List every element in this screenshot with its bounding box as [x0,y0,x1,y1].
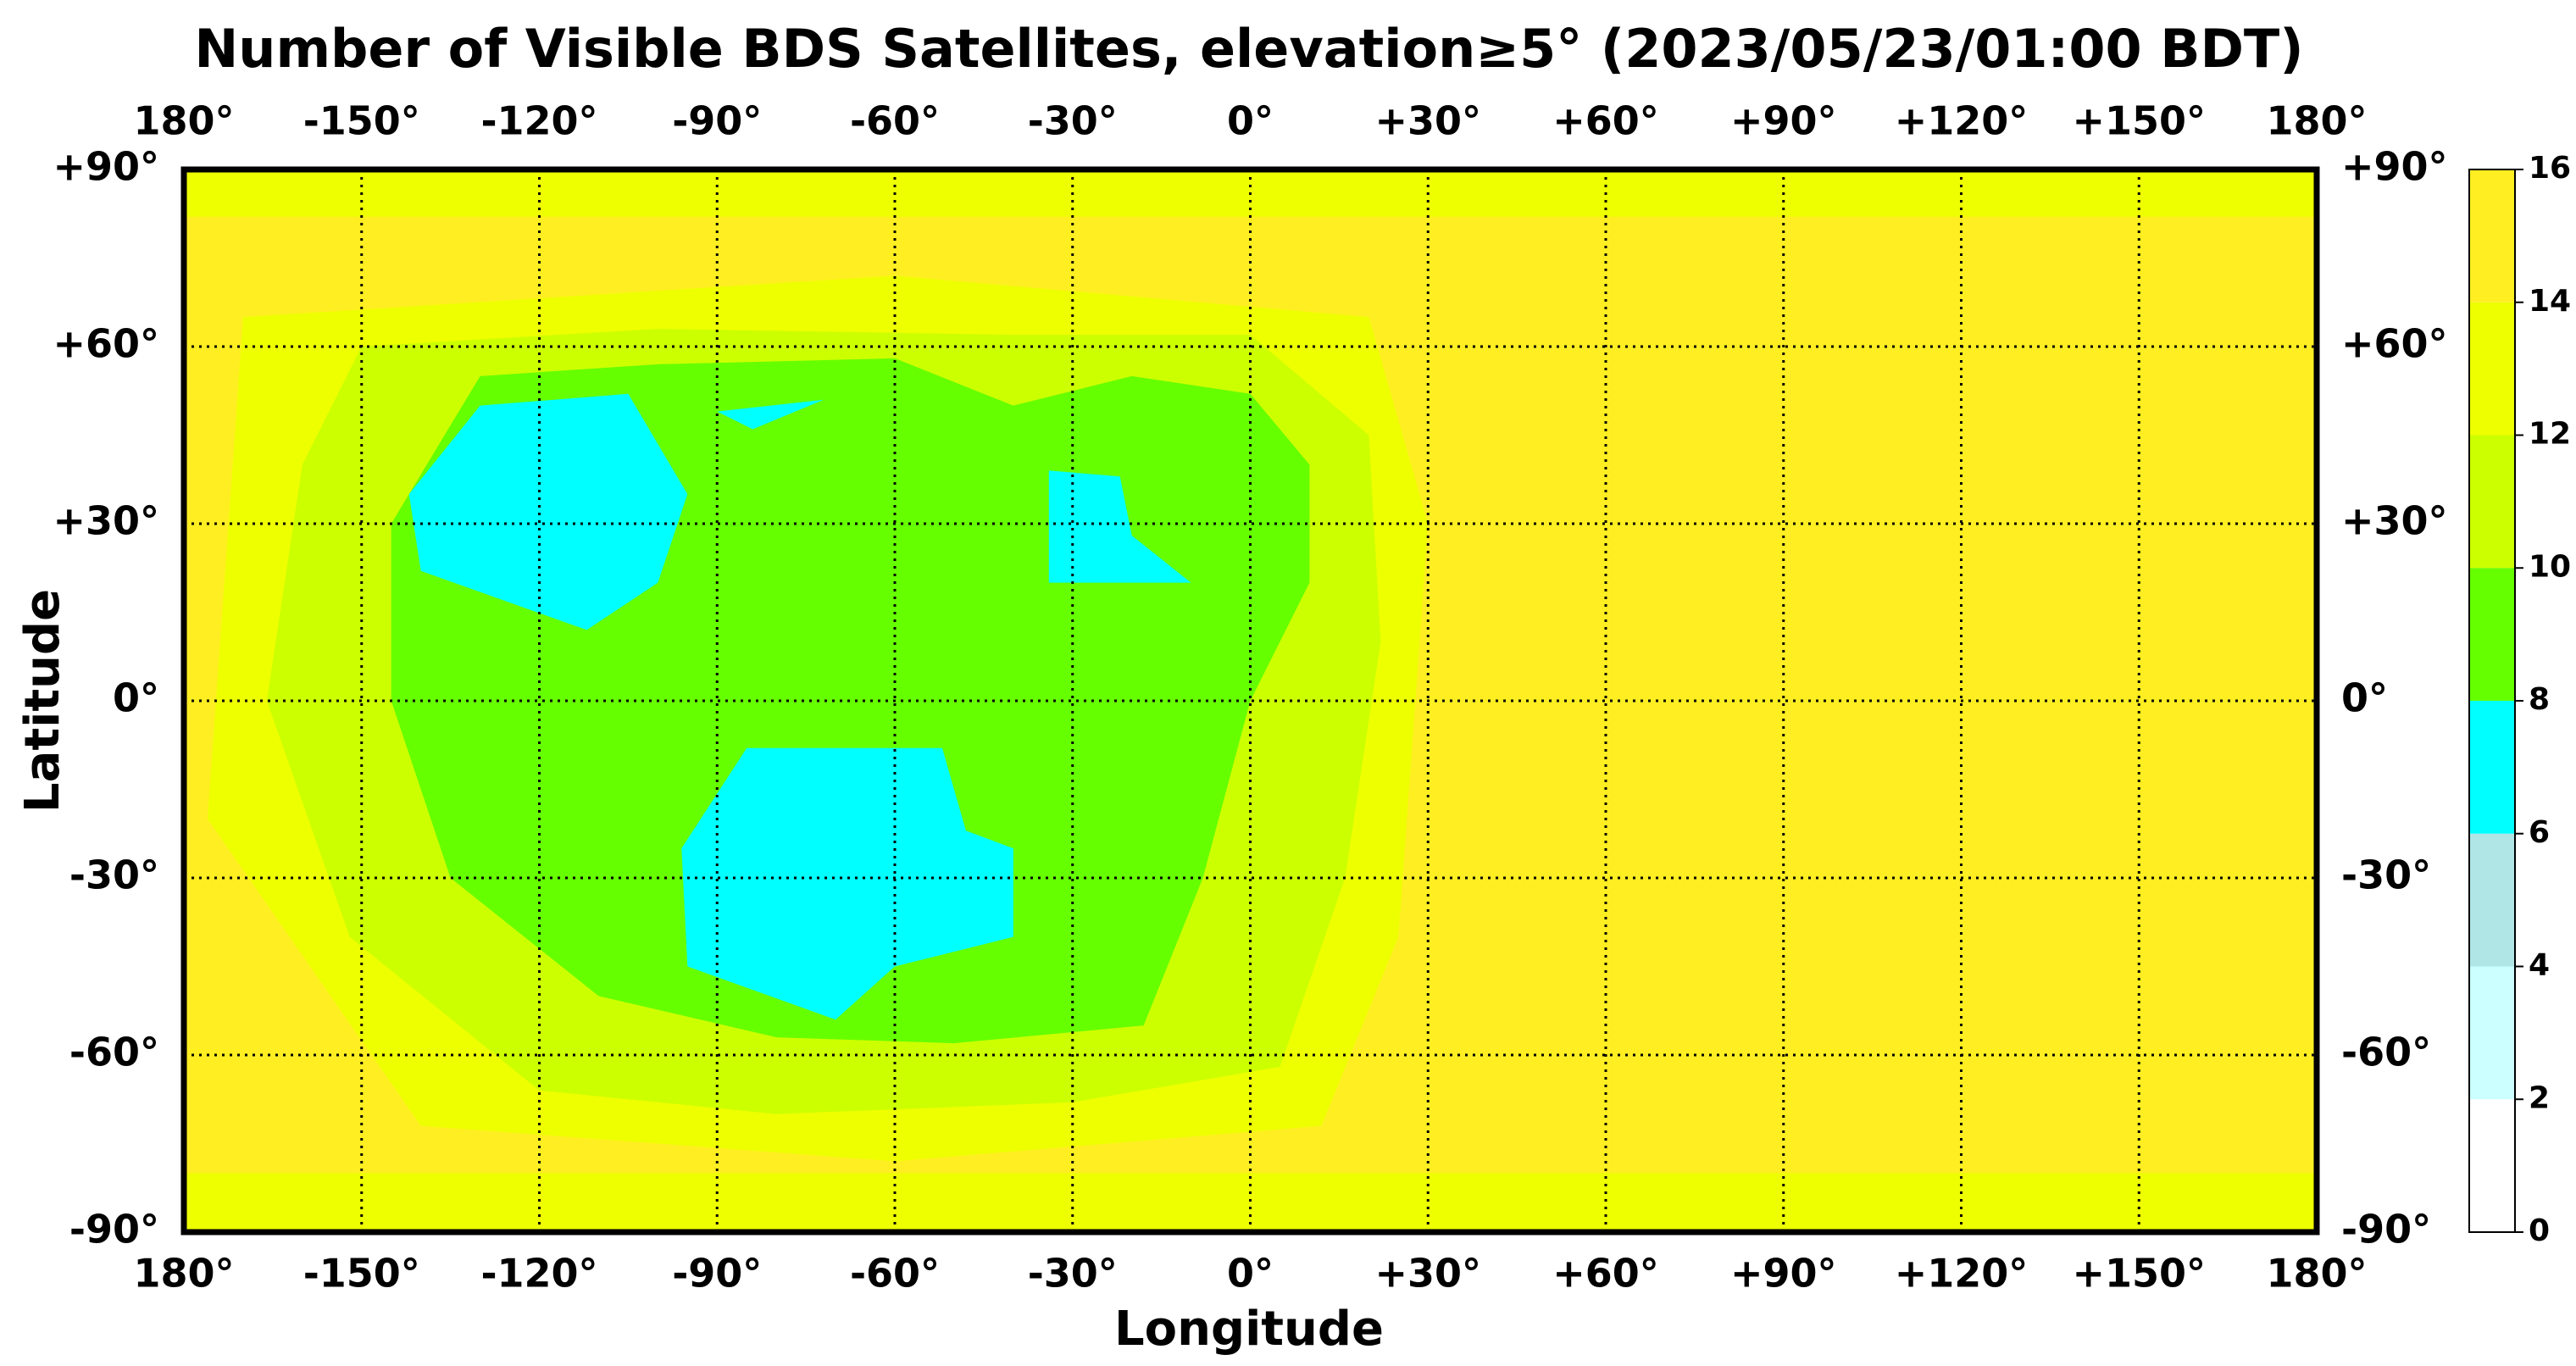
x-tick-label: +150° [2072,98,2206,144]
y-tick-label: -60° [69,1030,159,1075]
x-tick-label: +120° [1895,1251,2029,1297]
x-tick-label: -150° [303,1251,420,1297]
colorbar-tick-label: 12 [2529,417,2571,452]
colorbar-tick-label: 0 [2529,1213,2550,1248]
colorbar-tick-label: 16 [2529,151,2571,186]
colorbar-tick-label: 14 [2529,284,2571,319]
y-tick-label: +60° [53,321,159,367]
y-tick-label: +90° [53,144,159,190]
y-tick-label: -60° [2341,1030,2431,1075]
x-tick-label: +30° [1374,98,1481,144]
y-axis-label: Latitude [15,589,70,813]
colorbar-tick-label: 4 [2529,948,2550,983]
y-tick-label: -30° [2341,852,2431,898]
colorbar-bin [2469,302,2515,436]
x-tick-label: -60° [850,98,940,144]
map-frame [180,166,2320,1236]
x-axis-label: Longitude [1114,1302,1384,1357]
x-tick-label: 0° [1227,98,1274,144]
colorbar-bin [2469,169,2515,303]
y-tick-label: +30° [53,498,159,544]
x-tick-label: -120° [480,1251,597,1297]
colorbar-tick-label: 2 [2529,1080,2550,1115]
x-tick-label: +90° [1730,1251,1837,1297]
y-tick-label: +90° [2341,144,2448,190]
colorbar-bin [2469,435,2515,569]
colorbar-bin [2469,833,2515,967]
y-tick-label: +30° [2341,498,2448,544]
x-tick-label: -30° [1028,1251,1118,1297]
x-tick-label: -150° [303,98,420,144]
visibility-zone [184,1173,2317,1232]
x-tick-label: 180° [2266,98,2367,144]
y-tick-label: -90° [2341,1207,2431,1252]
x-tick-label: 180° [2266,1251,2367,1297]
colorbar-bin [2469,1099,2515,1232]
x-tick-label: +120° [1895,98,2029,144]
x-tick-label: 180° [133,1251,234,1297]
colorbar-frame [2468,169,2516,1233]
visibility-zone [408,393,688,630]
x-tick-label: +90° [1730,98,1837,144]
y-tick-label: 0° [2341,675,2388,721]
colorbar-tick-label: 10 [2529,549,2571,584]
x-tick-label: +150° [2072,1251,2206,1297]
x-tick-label: +60° [1552,1251,1659,1297]
x-tick-label: 180° [133,98,234,144]
colorbar-tick-label: 6 [2529,815,2550,850]
y-tick-label: 0° [113,675,159,721]
y-tick-label: -90° [69,1207,159,1252]
colorbar-tick-label: 8 [2529,682,2550,717]
visibility-zone [717,399,824,430]
map-area [184,169,2317,1232]
x-tick-label: -30° [1028,98,1118,144]
x-tick-label: 0° [1227,1251,1274,1297]
chart-title: Number of Visible BDS Satellites, elevat… [194,18,2303,80]
x-tick-label: -90° [672,98,762,144]
visibility-zone [1048,470,1191,583]
visibility-zone [681,747,1013,1020]
colorbar-bin [2469,701,2515,834]
x-tick-label: -120° [480,98,597,144]
x-tick-label: -90° [672,1251,762,1297]
colorbar-bin [2469,966,2515,1100]
x-tick-label: +60° [1552,98,1659,144]
y-tick-label: -30° [69,852,159,898]
y-tick-label: +60° [2341,321,2448,367]
x-tick-label: +30° [1374,1251,1481,1297]
x-tick-label: -60° [850,1251,940,1297]
colorbar-bin [2469,568,2515,701]
